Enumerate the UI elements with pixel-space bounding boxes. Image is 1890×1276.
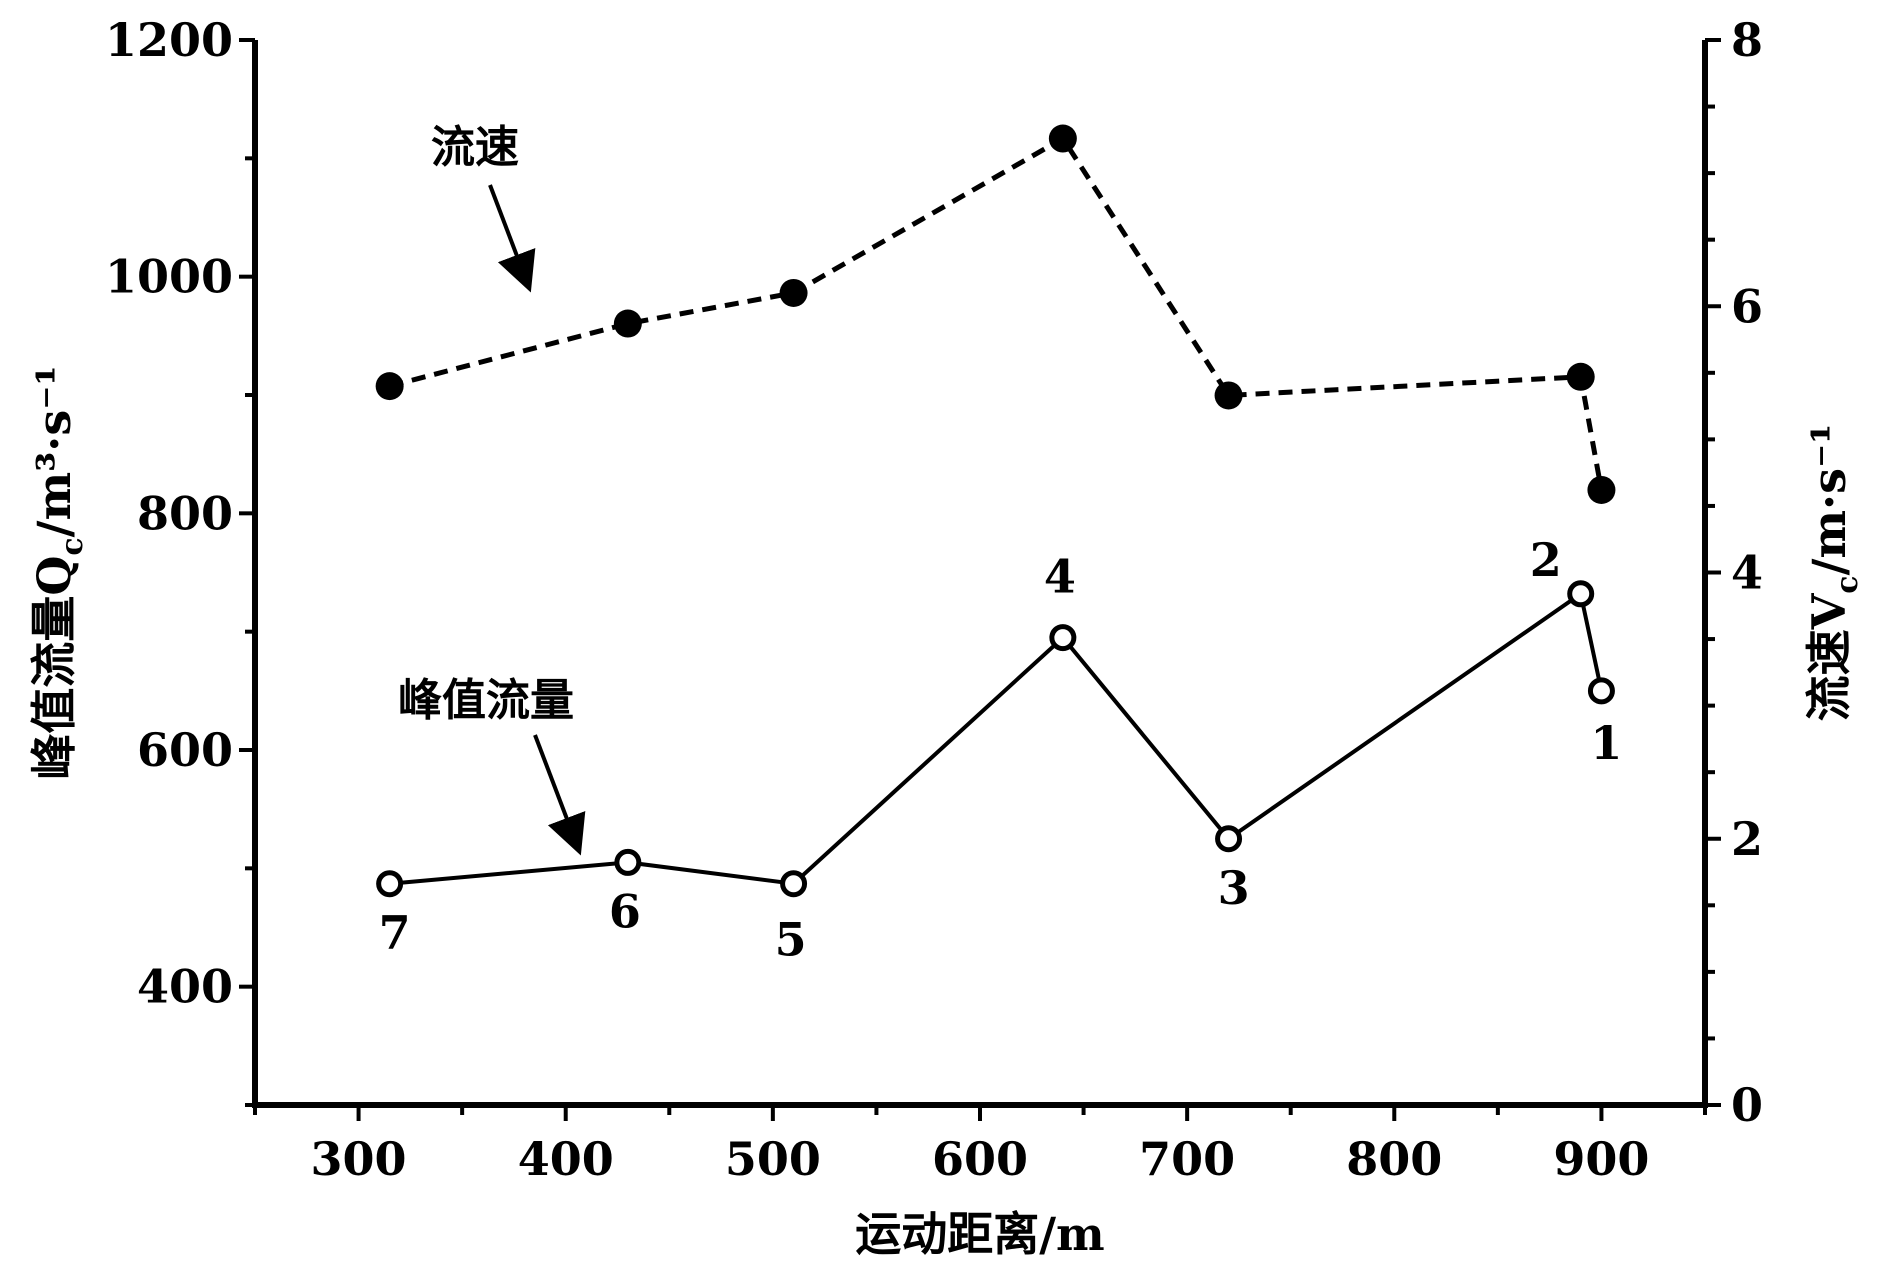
velocity-point: [1587, 475, 1616, 504]
y-left-tick-label: 600: [137, 723, 233, 777]
x-tick-label: 400: [518, 1132, 614, 1186]
text-layer: 运动距离/m 峰值流量Qc/m³·s⁻¹ 流速Vc/m·s⁻¹ 流速 峰值流量: [27, 122, 1865, 1261]
point-label: 1: [1590, 716, 1622, 770]
x-tick-label: 300: [311, 1132, 407, 1186]
x-tick-label: 700: [1139, 1132, 1235, 1186]
y-right-tick-label: 4: [1731, 546, 1763, 600]
point-label: 7: [379, 906, 411, 960]
y-left-tick-label: 400: [137, 960, 233, 1014]
y-right-tick-label: 2: [1731, 812, 1763, 866]
peak-flow-point: [614, 848, 642, 876]
y-right-tick-label: 6: [1731, 279, 1763, 333]
velocity-series-line: [388, 135, 1604, 491]
peak-flow-point: [1567, 580, 1595, 608]
velocity-point: [375, 372, 404, 401]
point-label: 3: [1218, 861, 1250, 915]
axes-layer: 300 400 500 600 700 800 900 400 600 800 1000 1200 0 2…: [105, 13, 1763, 1186]
y-right-tick-label: 8: [1731, 13, 1763, 67]
peak-flow-point: [376, 870, 404, 898]
y-left-axis-title-unit: /m³·s⁻¹: [27, 365, 81, 537]
y-left-tick-label: 1200: [105, 13, 233, 67]
point-label: 5: [775, 913, 807, 967]
peak-flow-point: [1215, 825, 1243, 853]
velocity-point: [613, 309, 642, 338]
peak-flow-series-line: [389, 590, 1604, 886]
y-left-axis-title-main: 峰值流量Q: [27, 556, 81, 780]
y-right-axis-title: 流速Vc/m·s⁻¹: [1802, 424, 1865, 722]
x-tick-label: 800: [1346, 1132, 1442, 1186]
peak-flow-point: [780, 870, 808, 898]
point-label: 4: [1044, 550, 1076, 604]
y-left-tick-label: 1000: [105, 250, 233, 304]
point-label: 6: [609, 884, 641, 938]
series-layer: 7 6 5 4 3 2 1: [375, 124, 1622, 967]
velocity-annotation-arrow: [488, 184, 536, 293]
peak-flow-point: [1049, 624, 1077, 652]
y-right-tick-label: 0: [1731, 1078, 1763, 1132]
velocity-point: [1048, 124, 1077, 153]
y-left-axis-title: 峰值流量Qc/m³·s⁻¹: [27, 365, 90, 779]
x-tick-label: 900: [1553, 1132, 1649, 1186]
y-right-axis-title-unit: /m·s⁻¹: [1802, 424, 1856, 576]
peak-flow-annotation-arrow: [533, 734, 586, 856]
velocity-point: [1566, 362, 1595, 391]
peak-flow-point: [1587, 677, 1615, 705]
y-left-tick-label: 800: [137, 486, 233, 540]
velocity-point: [1214, 381, 1243, 410]
y-left-axis-title-sub: c: [55, 537, 90, 555]
x-axis-title: 运动距离/m: [855, 1207, 1104, 1261]
velocity-point: [779, 278, 808, 307]
y-right-axis-title-main: 流速V: [1802, 592, 1856, 721]
x-tick-label: 500: [725, 1132, 821, 1186]
x-tick-label: 600: [932, 1132, 1028, 1186]
point-label: 2: [1530, 533, 1562, 587]
annotation-velocity: 流速: [431, 122, 519, 173]
annotation-peak-flow: 峰值流量: [398, 675, 574, 726]
y-right-axis-title-sub: c: [1830, 575, 1865, 593]
